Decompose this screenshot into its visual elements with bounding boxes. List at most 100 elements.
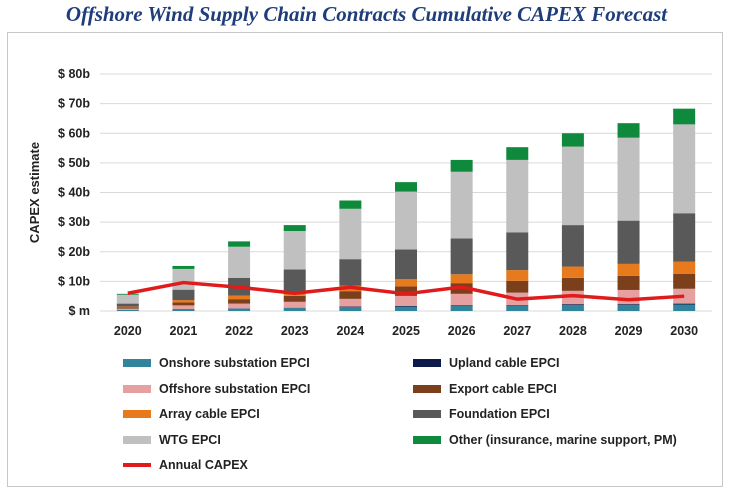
bar-segment [228,299,251,304]
bar-segment [506,232,529,271]
bar-segment [283,308,306,311]
bar-segment [339,307,362,311]
bar-segment [561,266,584,278]
legend-label: Array cable EPCI [159,407,260,421]
bar-segment [673,108,696,125]
bar-segment [283,231,306,270]
y-tick-label: $ m [68,304,90,318]
bar-segment [506,280,529,293]
bar-segment [172,268,195,290]
bar-segment [228,303,251,309]
legend-item: Onshore substation EPCI [123,355,310,371]
bar-segment [450,293,473,306]
legend-label: WTG EPCI [159,432,221,447]
bar-segment [450,274,473,284]
y-tick-label: $ 80b [58,67,90,81]
bar-segment [561,225,584,267]
x-tick-label: 2030 [670,324,698,338]
bar-segment [450,238,473,275]
legend-swatch [413,384,441,393]
bar-segment [561,146,584,226]
bar-segment [116,294,139,304]
bar-segment [228,241,251,247]
x-tick-label: 2026 [448,324,476,338]
bar-segment [172,265,195,269]
bar-segment [395,191,417,250]
legend-swatch [123,359,151,367]
legend-swatch [413,359,441,367]
legend-label: Upland cable EPCI [449,356,560,370]
bar-segment [172,309,195,311]
bar-segment [116,308,139,310]
bar-segment [116,303,139,307]
x-tick-label: 2029 [615,324,643,338]
bar-segment [283,225,306,232]
legend-item: Offshore substation EPCI [123,381,310,397]
bar-segment [450,159,473,172]
bar-segment [395,286,417,296]
bar-segment [339,259,362,286]
legend-swatch [123,435,151,444]
bar-segment [116,306,139,308]
bar-segment [673,124,696,214]
legend-label: Export cable EPCI [449,381,557,396]
legend-item: Foundation EPCI [413,406,550,422]
x-tick-label: 2020 [114,324,142,338]
bar-segment [617,123,640,138]
x-tick-label: 2022 [225,324,253,338]
bar-segment [617,263,640,276]
bar-segment [617,304,640,306]
bar-segment [228,308,251,311]
bar-segment [228,295,251,300]
x-tick-label: 2023 [281,324,309,338]
legend-swatch [123,384,151,393]
legend-label: Onshore substation EPCI [159,356,310,370]
bar-segment [116,293,139,295]
bar-segment [283,301,306,308]
bar-segment [283,269,306,292]
legend-line-swatch [123,463,151,467]
bar-segment [673,304,696,311]
bar-segment [673,303,696,305]
bar-segment [395,279,417,287]
legend-item: Other (insurance, marine support, PM) [413,432,677,448]
bar-segment [450,305,473,306]
y-tick-label: $ 30b [58,215,90,229]
bar-segment [395,182,417,192]
y-tick-label: $ 20b [58,245,90,259]
bar-segment [561,305,584,311]
legend-item: Upland cable EPCI [413,355,559,371]
legend-label: Annual CAPEX [159,458,248,472]
bar-segment [617,289,640,305]
bar-segment [506,305,529,306]
bar-segment [673,261,696,274]
y-tick-label: $ 40b [58,186,90,200]
bar-segment [450,171,473,239]
chart-title: Offshore Wind Supply Chain Contracts Cum… [65,2,668,26]
bar-segment [506,270,529,281]
bar-segment [339,298,362,307]
legend-item: WTG EPCI [123,432,221,448]
bar-segment [172,305,195,309]
y-tick-label: $ 10b [58,274,90,288]
bar-segment [395,249,417,280]
bar-segment [450,305,473,311]
y-tick-label: $ 60b [58,126,90,140]
x-tick-label: 2024 [336,324,364,338]
bar-segment [116,307,139,309]
bar-segment [506,147,529,160]
bar-segment [172,289,195,301]
bar-segment [228,246,251,278]
bar-segment [561,277,584,291]
bar-segment [617,137,640,221]
y-tick-label: $ 50b [58,156,90,170]
bar-segment [339,306,362,308]
legend-swatch [413,435,441,444]
bar-segment [561,304,584,306]
y-axis-label: CAPEX estimate [27,142,42,243]
bar-segment [673,213,696,262]
bar-segment [339,208,362,260]
legend-label: Other (insurance, marine support, PM) [449,432,677,447]
x-tick-label: 2027 [503,324,531,338]
